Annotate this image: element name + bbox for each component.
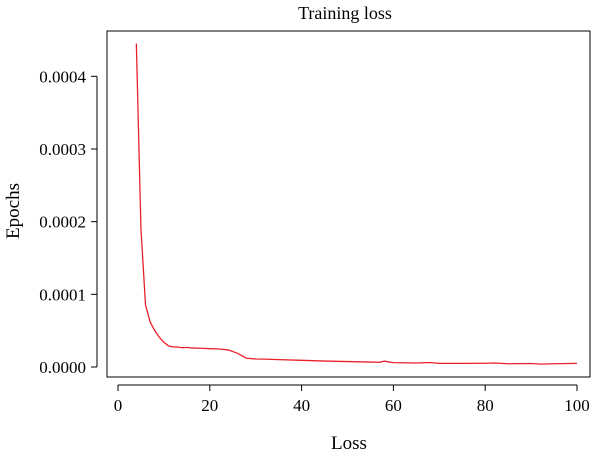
y-axis-label: Epochs xyxy=(3,183,24,239)
y-tick-label: 0.0003 xyxy=(39,140,86,159)
y-tick-label: 0.0001 xyxy=(39,285,86,304)
chart-title: Training loss xyxy=(298,3,392,23)
x-tick-label: 60 xyxy=(385,396,402,415)
y-tick-label: 0.0000 xyxy=(39,358,86,377)
x-axis-label: Loss xyxy=(331,433,367,454)
x-tick-label: 0 xyxy=(114,396,123,415)
x-tick-label: 20 xyxy=(201,396,218,415)
y-axis: 0.0000 0.0001 0.0002 0.0003 0.0004 xyxy=(39,67,98,377)
y-tick-label: 0.0002 xyxy=(39,213,86,232)
x-tick-label: 40 xyxy=(293,396,310,415)
plot-frame xyxy=(106,30,591,378)
x-tick-label: 80 xyxy=(477,396,494,415)
x-axis: 0 20 40 60 80 100 xyxy=(114,384,590,415)
loss-series-line xyxy=(135,43,578,365)
series-layer xyxy=(135,43,578,365)
y-tick-label: 0.0004 xyxy=(39,67,86,86)
x-tick-label: 100 xyxy=(564,396,590,415)
